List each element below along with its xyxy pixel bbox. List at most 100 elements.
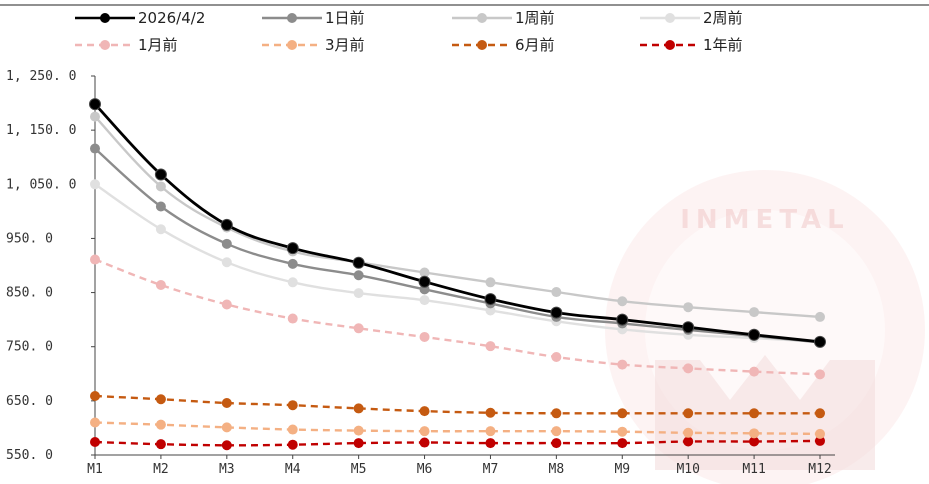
legend-item: 1月前 bbox=[75, 36, 178, 54]
legend-item: 6月前 bbox=[452, 36, 555, 54]
data-point bbox=[485, 438, 496, 449]
data-point bbox=[419, 267, 430, 278]
x-tick-label: M10 bbox=[676, 462, 699, 477]
y-tick-label: 750. 0 bbox=[6, 340, 53, 355]
data-point bbox=[617, 426, 628, 437]
data-point bbox=[221, 299, 232, 310]
data-point bbox=[155, 439, 166, 450]
data-point bbox=[683, 427, 694, 438]
data-point bbox=[749, 366, 760, 377]
data-point bbox=[155, 394, 166, 405]
data-point bbox=[90, 111, 100, 122]
data-point bbox=[419, 406, 430, 417]
data-point bbox=[353, 438, 364, 449]
data-point bbox=[287, 277, 298, 288]
data-point bbox=[485, 407, 496, 418]
legend-label: 2周前 bbox=[703, 9, 743, 27]
legend-swatch-marker bbox=[100, 13, 110, 23]
data-point bbox=[485, 305, 496, 316]
data-point bbox=[683, 408, 694, 419]
legend-label: 6月前 bbox=[515, 36, 555, 54]
data-point bbox=[90, 390, 100, 401]
data-point bbox=[155, 279, 166, 290]
data-point bbox=[154, 168, 167, 181]
legend-swatch-marker bbox=[100, 40, 110, 50]
series-line bbox=[94, 115, 821, 319]
data-point bbox=[287, 424, 298, 435]
data-point bbox=[749, 408, 760, 419]
data-point bbox=[89, 98, 101, 111]
legend-swatch-marker bbox=[477, 40, 487, 50]
y-tick-label: 850. 0 bbox=[6, 286, 53, 301]
data-point bbox=[353, 323, 364, 334]
x-tick-label: M1 bbox=[87, 462, 103, 477]
data-point bbox=[749, 428, 760, 439]
series-line bbox=[94, 394, 820, 415]
data-point bbox=[90, 417, 100, 428]
data-point bbox=[815, 311, 825, 322]
data-point bbox=[90, 179, 100, 190]
data-point bbox=[749, 436, 760, 447]
legend-label: 2026/4/2 bbox=[138, 9, 205, 27]
data-point bbox=[287, 313, 298, 324]
data-point bbox=[749, 307, 760, 318]
data-point bbox=[221, 422, 232, 433]
legend-item: 1周前 bbox=[452, 9, 555, 27]
x-tick-label: M5 bbox=[351, 462, 367, 477]
legend-item: 2026/4/2 bbox=[75, 9, 205, 27]
y-tick-label: 1, 250. 0 bbox=[6, 69, 76, 84]
x-tick-label: M9 bbox=[614, 462, 630, 477]
legend-item: 2周前 bbox=[640, 9, 743, 27]
x-tick-label: M8 bbox=[549, 462, 565, 477]
data-point bbox=[551, 426, 562, 437]
data-point bbox=[617, 408, 628, 419]
data-point bbox=[221, 440, 232, 451]
data-point bbox=[90, 143, 100, 154]
legend: 2026/4/2 1日前 1周前 2周前 1月前 3月前 6月前 1年前 bbox=[75, 9, 743, 54]
data-point bbox=[419, 295, 430, 306]
data-point bbox=[287, 400, 298, 411]
series-group bbox=[89, 98, 826, 451]
legend-swatch-marker bbox=[665, 40, 675, 50]
data-point bbox=[155, 419, 166, 430]
y-tick-label: 1, 150. 0 bbox=[6, 123, 76, 138]
legend-label: 1周前 bbox=[515, 9, 555, 27]
series-line bbox=[94, 183, 821, 343]
data-point bbox=[221, 257, 232, 268]
data-point bbox=[419, 426, 430, 437]
legend-swatch-marker bbox=[477, 13, 487, 23]
legend-swatch-marker bbox=[287, 13, 297, 23]
x-tick-label: M11 bbox=[742, 462, 765, 477]
series-1 bbox=[89, 98, 826, 348]
data-point bbox=[352, 256, 365, 269]
data-point bbox=[683, 302, 694, 313]
y-tick-label: 550. 0 bbox=[6, 448, 53, 463]
series-8 bbox=[90, 435, 825, 451]
y-tick-label: 1, 050. 0 bbox=[6, 177, 76, 192]
data-point bbox=[815, 408, 825, 419]
data-point bbox=[155, 224, 166, 235]
data-point bbox=[815, 369, 825, 380]
legend-item: 1日前 bbox=[262, 9, 365, 27]
x-tick-label: M3 bbox=[219, 462, 235, 477]
legend-swatch-marker bbox=[665, 13, 675, 23]
data-point bbox=[353, 403, 364, 414]
data-point bbox=[616, 313, 629, 326]
data-point bbox=[551, 352, 562, 363]
data-point bbox=[748, 328, 761, 341]
data-point bbox=[90, 437, 100, 448]
data-point bbox=[221, 238, 232, 249]
series-line bbox=[94, 421, 821, 436]
data-point bbox=[220, 218, 233, 231]
legend-label: 3月前 bbox=[325, 36, 365, 54]
data-point bbox=[683, 436, 694, 447]
data-point bbox=[551, 408, 562, 419]
data-point bbox=[617, 359, 628, 370]
data-point bbox=[551, 287, 562, 298]
series-7 bbox=[90, 390, 825, 419]
series-5 bbox=[90, 254, 825, 380]
y-tick-label: 650. 0 bbox=[6, 394, 53, 409]
series-line bbox=[94, 147, 821, 344]
data-point bbox=[617, 296, 628, 307]
